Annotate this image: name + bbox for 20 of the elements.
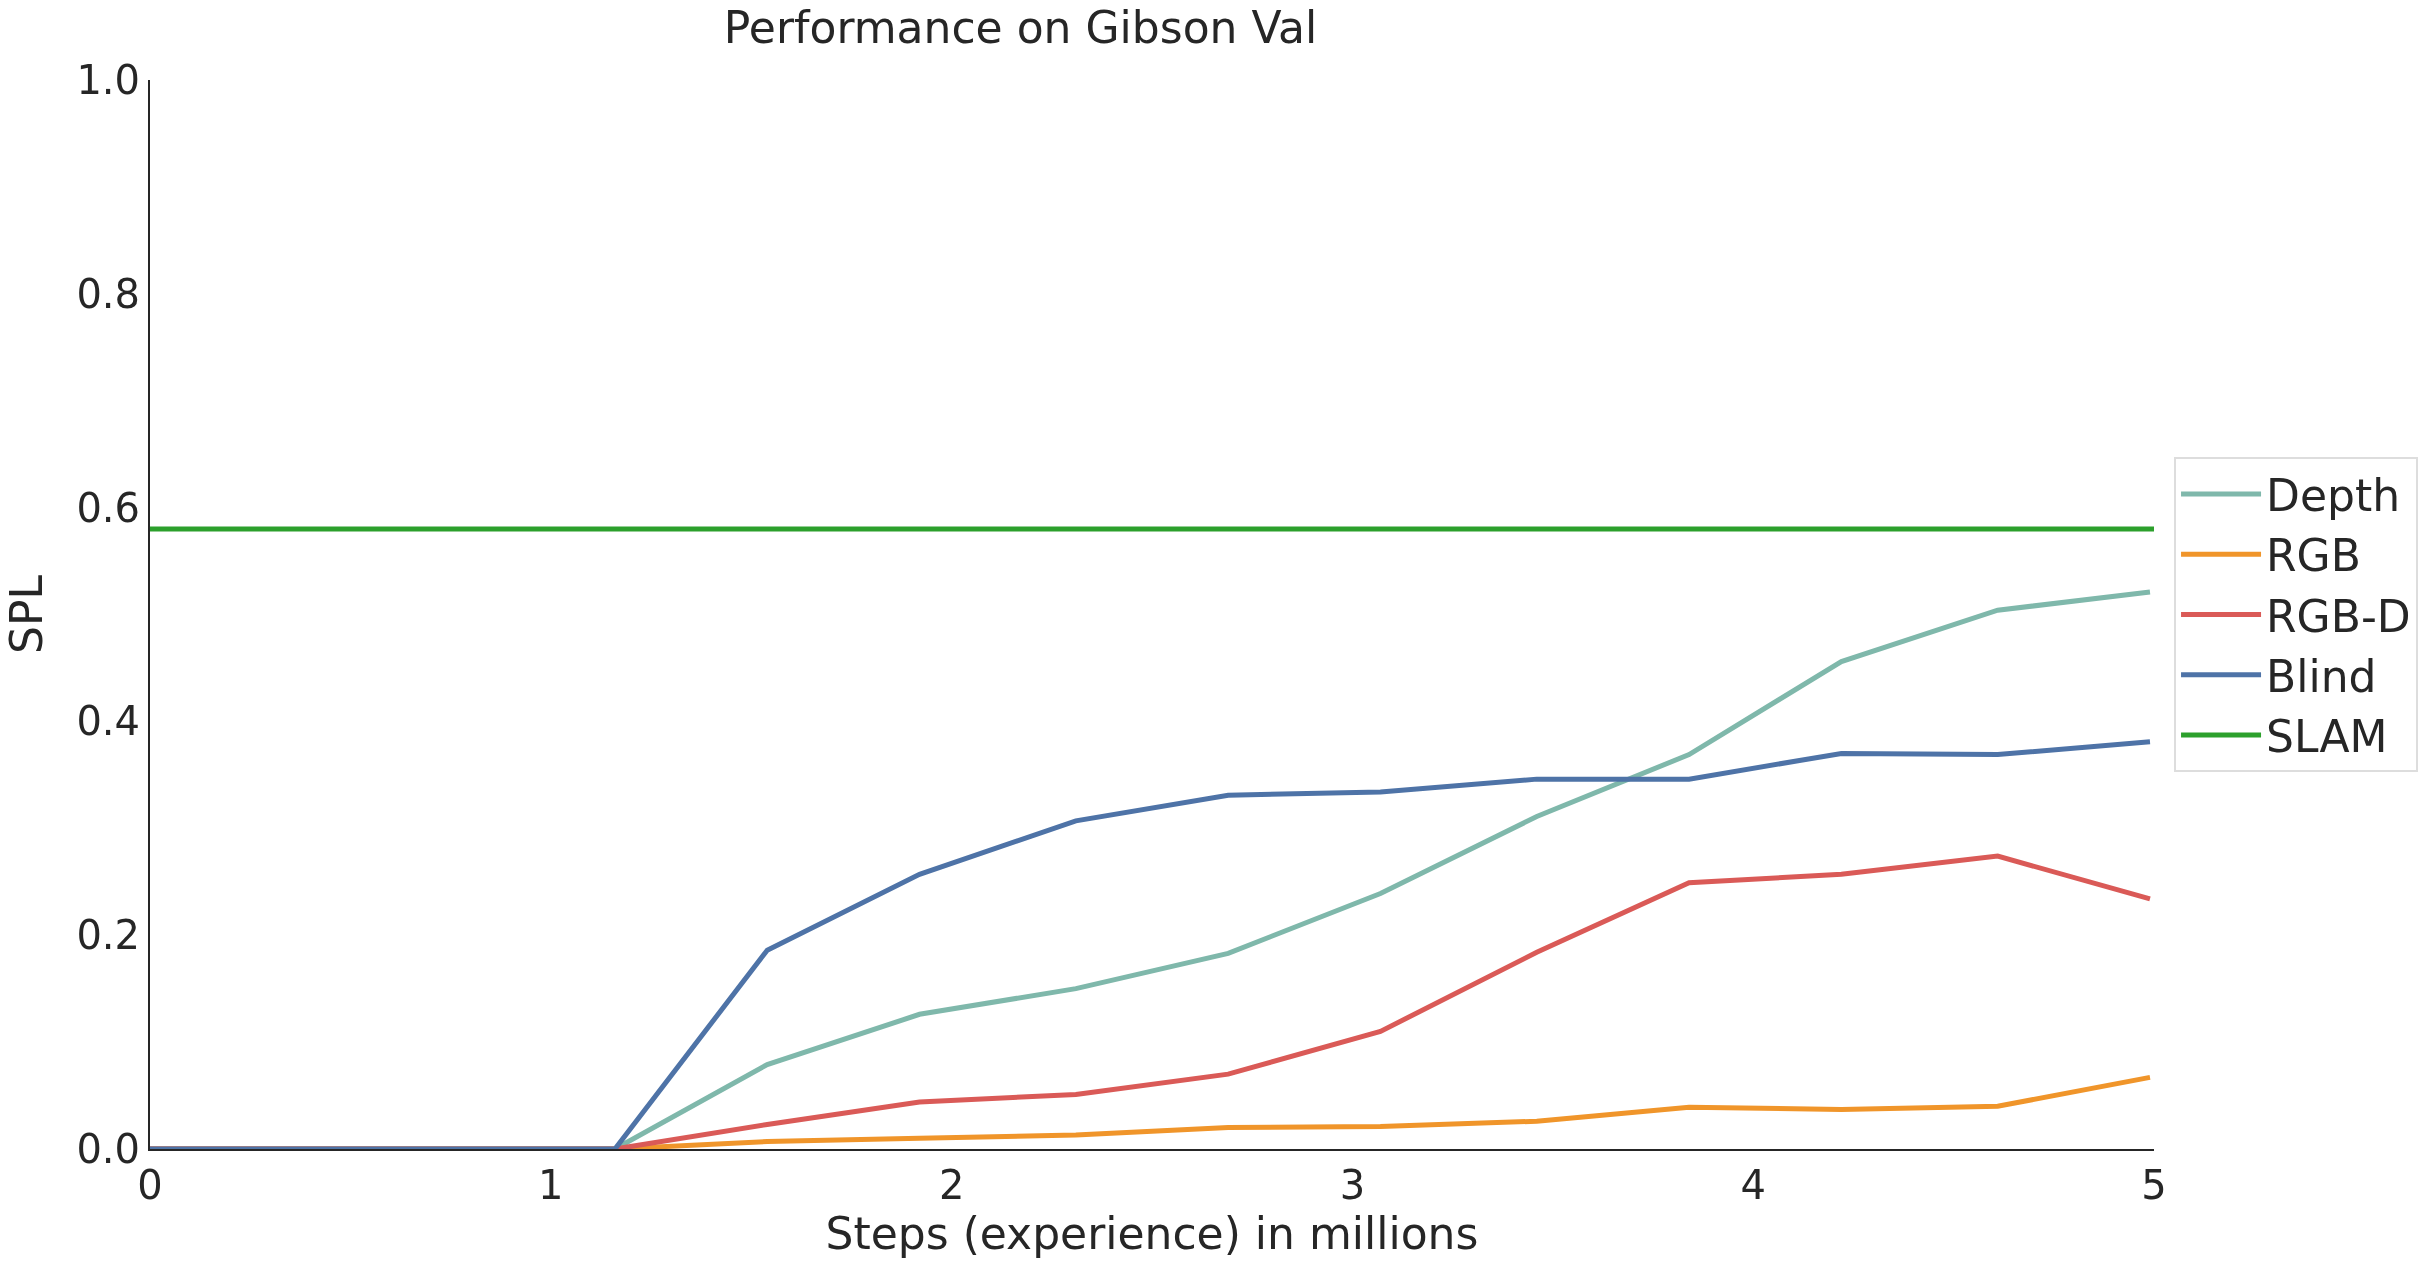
x-axis-title: Steps (experience) in millions: [825, 1208, 1479, 1259]
legend-label: RGB: [2266, 530, 2361, 582]
legend-label: RGB-D: [2266, 590, 2411, 642]
y-tick-label: 0.2: [76, 912, 140, 959]
x-tick-label: 4: [1740, 1162, 1766, 1208]
x-tick-label: 2: [938, 1162, 965, 1208]
x-tick-label: 1: [538, 1162, 564, 1208]
x-tick-label: 0: [137, 1162, 163, 1208]
x-tick-label: 5: [2141, 1162, 2167, 1208]
legend-label: SLAM: [2266, 711, 2388, 763]
y-axis-title: SPL: [0, 574, 52, 654]
y-tick-label: 1.0: [76, 57, 140, 103]
x-tick-label: 3: [1339, 1162, 1366, 1208]
y-tick-label: 0.4: [76, 698, 140, 745]
y-tick-label: 0.6: [76, 484, 140, 531]
y-tick-label: 0.0: [76, 1126, 140, 1172]
legend-label: Blind: [2266, 650, 2377, 702]
chart-title: Performance on Gibson Val: [723, 2, 1318, 54]
y-tick-label: 0.8: [76, 270, 140, 317]
legend-label: Depth: [2266, 470, 2401, 522]
